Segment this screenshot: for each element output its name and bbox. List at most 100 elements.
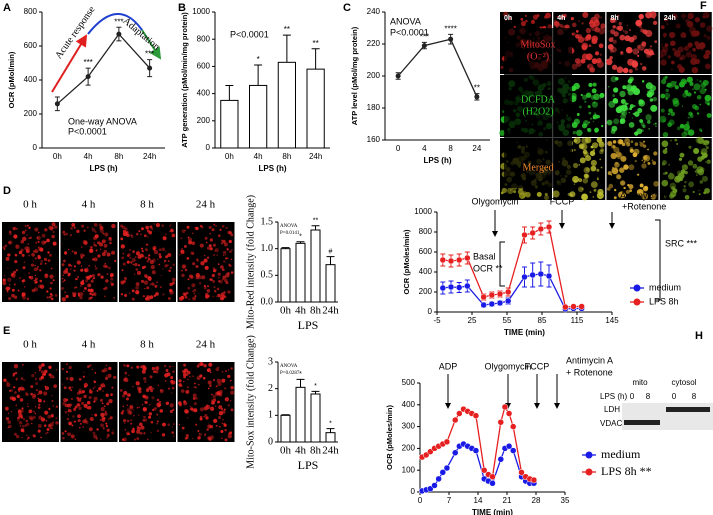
significance: *: [257, 55, 260, 64]
cell: [214, 405, 217, 408]
cell: [22, 266, 26, 270]
cell: [172, 263, 175, 266]
cell: [598, 196, 600, 199]
cell: [51, 427, 53, 429]
y-tick-label: 0.5: [261, 270, 274, 281]
cell: [638, 99, 644, 105]
cell: [183, 292, 187, 297]
x-tick-label: 0h: [280, 305, 292, 317]
cell: [593, 101, 595, 104]
cell: [698, 190, 700, 192]
cell: [659, 54, 664, 59]
cell: [222, 254, 225, 257]
cell: [96, 428, 99, 431]
cell: [155, 404, 158, 406]
cell: [103, 243, 108, 248]
cell: [183, 245, 187, 248]
cell: [213, 254, 216, 256]
cell: [194, 396, 198, 400]
cell: [76, 391, 81, 395]
x-tick-label: 24h: [143, 152, 156, 161]
point: [537, 270, 545, 278]
cell: [614, 162, 620, 168]
cell: [513, 25, 517, 29]
x-tick-label: 4h: [84, 152, 93, 161]
cell: [627, 89, 634, 96]
cell: [641, 41, 647, 47]
cell: [207, 380, 212, 385]
cell: [172, 370, 175, 373]
cell: [169, 288, 173, 293]
cell: [161, 247, 166, 252]
cell: [191, 283, 196, 288]
cell: [625, 189, 630, 195]
cell: [180, 249, 185, 254]
cell: [673, 50, 681, 58]
cell: [596, 178, 599, 181]
cell: [146, 387, 150, 391]
cell: [144, 248, 149, 252]
cell: [15, 245, 17, 247]
cell: [181, 247, 184, 250]
cell: [52, 421, 55, 424]
cell: [18, 409, 22, 413]
cell: [504, 19, 507, 22]
cell: [172, 365, 174, 368]
y-tick-label: 1000: [414, 207, 432, 216]
cell: [593, 93, 600, 101]
cell: [62, 280, 64, 283]
cell: [71, 250, 74, 253]
cell: [38, 369, 41, 372]
cell: [215, 385, 218, 388]
cell: [149, 225, 153, 229]
cell: [223, 408, 226, 411]
cell: [149, 387, 151, 389]
cell: [186, 416, 189, 419]
cell: [103, 287, 105, 290]
cell: [192, 262, 196, 266]
bar: [249, 84, 268, 149]
cell: [50, 297, 54, 301]
cell: [663, 76, 667, 81]
cell: [687, 129, 695, 136]
cell: [620, 51, 623, 54]
cell: [576, 113, 580, 116]
y-tick-label: 0: [206, 143, 211, 152]
bar: [325, 432, 336, 443]
cell: [94, 230, 97, 234]
cell: [55, 369, 58, 371]
cell: [20, 377, 24, 380]
cell: [18, 390, 21, 393]
cell: [573, 179, 578, 183]
cell: [217, 234, 221, 237]
cell: [186, 225, 190, 229]
cell: [576, 61, 582, 67]
cell: [707, 102, 710, 106]
cell: [7, 420, 12, 424]
cell: [11, 293, 15, 298]
cell: [110, 393, 113, 396]
cell: [26, 297, 30, 301]
cell: [73, 408, 77, 412]
cell: [62, 437, 65, 440]
point: [529, 271, 536, 279]
cell: [102, 427, 105, 430]
cell: [624, 138, 630, 144]
cell: [641, 80, 645, 83]
cell: [203, 284, 206, 288]
cell: [21, 292, 26, 297]
cell: [101, 402, 104, 405]
cell: [171, 426, 173, 428]
cell: [641, 159, 644, 162]
cell: [169, 230, 171, 233]
cell: [660, 59, 667, 66]
cell: [64, 430, 67, 433]
cell: [609, 48, 614, 53]
cell: [670, 80, 677, 88]
cell: [21, 253, 25, 257]
annotation: OCR **: [473, 263, 503, 273]
cell: [580, 93, 583, 97]
cell: [28, 254, 31, 257]
cell: [108, 266, 111, 270]
cell: [570, 85, 577, 92]
